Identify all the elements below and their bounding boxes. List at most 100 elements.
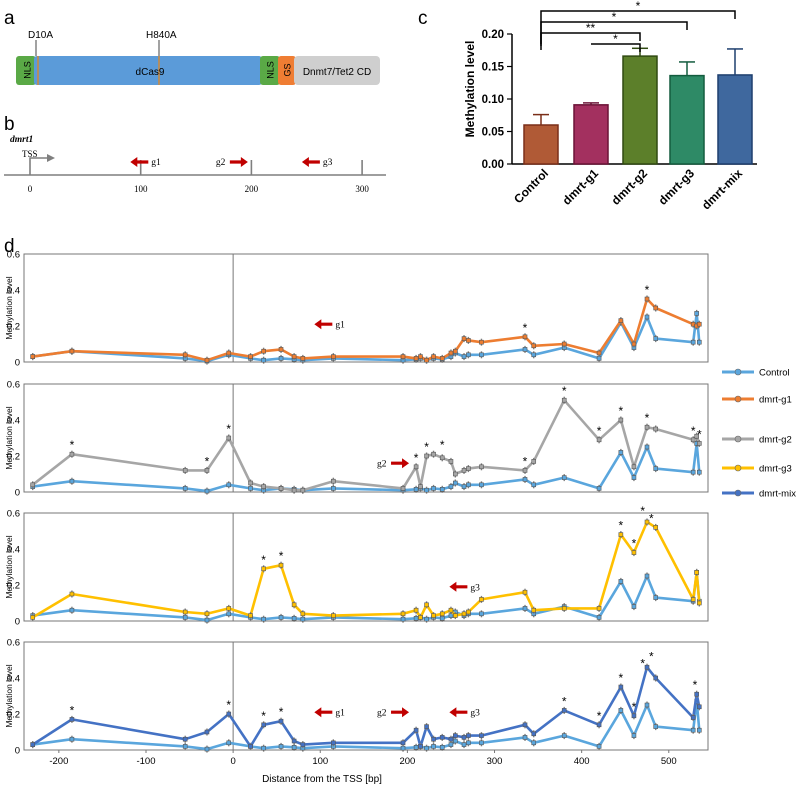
subplot-0-dmrt-g1-point-14: [424, 357, 429, 363]
construct-catalytic-domain: [294, 56, 380, 85]
locus-tick-label-300: 300: [355, 184, 369, 194]
subplot-2-control-point-4: [226, 611, 232, 617]
subplot-1-dmrt-g2-point-13: [418, 484, 423, 489]
subplot-3-dmrt-mix-point-7: [278, 718, 284, 724]
subplot-3-dmrt-mix-point-3: [204, 729, 210, 735]
subplot-3-dmrt-mix-point-5: [248, 744, 253, 749]
subplot-1-guide-arrow-g2-icon-shape: [391, 458, 410, 469]
subplot-1-dmrt-g2-point-1: [69, 451, 75, 457]
legend-label-Control: Control: [759, 368, 790, 379]
subplot-2-dmrt-g3-point-13: [418, 615, 423, 620]
subplot-3-control-point-1: [69, 736, 75, 742]
subplot-0-dmrt-g1-point-2: [182, 352, 188, 358]
subplot-1-dmrt-g2-point-15: [431, 451, 436, 457]
guide-arrow-g1-icon: [130, 157, 149, 167]
subplot-3-ytick-1: 0.2: [7, 710, 20, 721]
locus-tick-label-200: 200: [245, 184, 259, 194]
significance-star-2: **: [586, 21, 596, 35]
subplot-2-dmrt-g3-line: [32, 520, 701, 619]
line-xtick-label-1: -100: [136, 756, 155, 767]
subplot-2-control-point-11: [400, 616, 406, 622]
subplot-0-dmrt-g1-point-15: [431, 354, 436, 359]
significance-line-0: [540, 10, 736, 46]
subplot-frame-1: [23, 383, 709, 493]
subplot-0-control-point-6: [261, 357, 266, 363]
bar-ytick-label-2: 0.10: [482, 94, 504, 106]
subplot-1-star-8: *: [597, 424, 602, 438]
subplot-3-dmrt-mix-point-23: [531, 731, 537, 737]
subplot-3-control-point-12: [413, 744, 419, 750]
subplot-0-dmrt-g1-point-17: [448, 350, 454, 356]
subplot-1-dmrt-g2-point-8: [291, 487, 297, 493]
guide-arrow-g3-icon: [301, 157, 320, 167]
bar-chart-ylabel: Methylation level: [463, 41, 477, 138]
subplot-1-dmrt-g2-point-27: [631, 464, 637, 470]
significance-bracket-2: **: [540, 21, 641, 44]
subplot-3-dmrt-mix-point-0: [30, 742, 36, 747]
subplot-3-guide-arrow-g1-icon: [314, 707, 333, 718]
subplot-1-ytick-3: 0.6: [7, 380, 20, 391]
subplot-1-control-point-2: [182, 486, 188, 491]
subplot-1-star-9: *: [619, 404, 624, 418]
subplot-0-control-point-7: [278, 356, 284, 361]
subplot-2-dmrt-g3-point-2: [182, 609, 188, 615]
subplot-0-star-1: *: [645, 283, 650, 297]
subplot-1-dmrt-g2-point-16: [439, 455, 445, 461]
subplot-1-dmrt-g2-point-30: [690, 437, 696, 443]
subplot-1-control-point-10: [331, 486, 336, 491]
subplot-0-star-0: *: [523, 321, 528, 335]
subplot-0-control-point-19: [461, 354, 467, 359]
subplot-3-control-point-29: [653, 724, 659, 729]
subplot-3-star-6: *: [619, 671, 624, 685]
subplot-1-dmrt-g2-point-20: [466, 466, 471, 471]
line-xtick-label-5: 300: [487, 756, 503, 767]
subplot-3-dmrt-mix-point-15: [431, 736, 436, 742]
subplot-0-control-point-28: [644, 314, 650, 320]
subplot-1-star-3: *: [414, 451, 419, 465]
subplot-1-dmrt-g2-point-5: [248, 480, 253, 486]
subplot-0-dmrt-g1-point-27: [631, 341, 637, 347]
bar-dmrt-g3: [669, 74, 705, 165]
subplot-2-star-0: *: [261, 553, 266, 567]
subplot-3-control-point-3: [204, 746, 210, 752]
subplot-3-control-point-18: [453, 738, 458, 744]
subplot-1-control-point-1: [69, 478, 75, 484]
subplot-1-control-point-19: [461, 484, 467, 489]
subplot-3-control-point-2: [182, 744, 188, 749]
subplot-1-dmrt-g2-point-11: [400, 486, 406, 491]
subplot-0-dmrt-g1-point-24: [561, 341, 567, 347]
subplot-1-dmrt-g2-point-14: [424, 453, 429, 459]
bar-ytick-label-3: 0.15: [482, 62, 505, 74]
subplot-2-star-4: *: [640, 504, 645, 518]
subplot-3-dmrt-mix-point-14: [424, 724, 429, 729]
subplot-0-ytick-3: 0.6: [7, 250, 20, 261]
subplot-2-dmrt-g3-point-8: [291, 602, 297, 608]
bar-category-label-dmrt-g3: dmrt-g3: [656, 166, 698, 208]
subplot-1-control-point-28: [644, 444, 650, 450]
subplot-1-star-11: *: [691, 424, 696, 438]
subplot-3-dmrt-mix-point-16: [439, 735, 445, 740]
subplot-2-dmrt-g3-point-22: [522, 589, 528, 595]
subplot-3-ylabel: Methylation level: [4, 664, 14, 727]
subplot-0-ytick-2: 0.4: [7, 286, 20, 297]
subplot-1-control-point-21: [479, 482, 484, 488]
subplot-3-dmrt-mix-line: [31, 665, 701, 748]
significance-line-2: [540, 32, 641, 44]
subplot-3-dmrt-mix-point-28: [644, 664, 650, 670]
subplot-dmrt-g3: 0 0.2 0.4 0.6 Methylation level g3 * * * * * *: [4, 504, 709, 628]
bar-chart: Methylation level 0.00 0.05 0.10 0.15 0.20 *…: [463, 0, 757, 212]
subplot-3-control-point-27: [631, 733, 637, 738]
subplot-0-control-point-25: [596, 356, 602, 361]
subplot-0-dmrt-g1-point-10: [331, 354, 336, 359]
line-plots: 0 0.2 0.4 0.6 Methylation level g1 * * 0 0.2 0.4 0.…: [4, 250, 709, 767]
bar-dmrt-g2: [622, 55, 658, 165]
subplot-1-star-0: *: [70, 438, 75, 452]
subplot-3-dmrt-mix-point-11: [400, 740, 406, 746]
construct-gs-linker: [278, 56, 296, 85]
subplot-2-dmrt-g3-point-9: [300, 611, 306, 617]
subplot-2-star-5: *: [649, 511, 654, 525]
subplot-2-dmrt-g3-point-25: [596, 606, 602, 611]
bar-category-label-Control: Control: [511, 166, 551, 206]
subplot-2-dmrt-g3-point-3: [204, 611, 210, 617]
